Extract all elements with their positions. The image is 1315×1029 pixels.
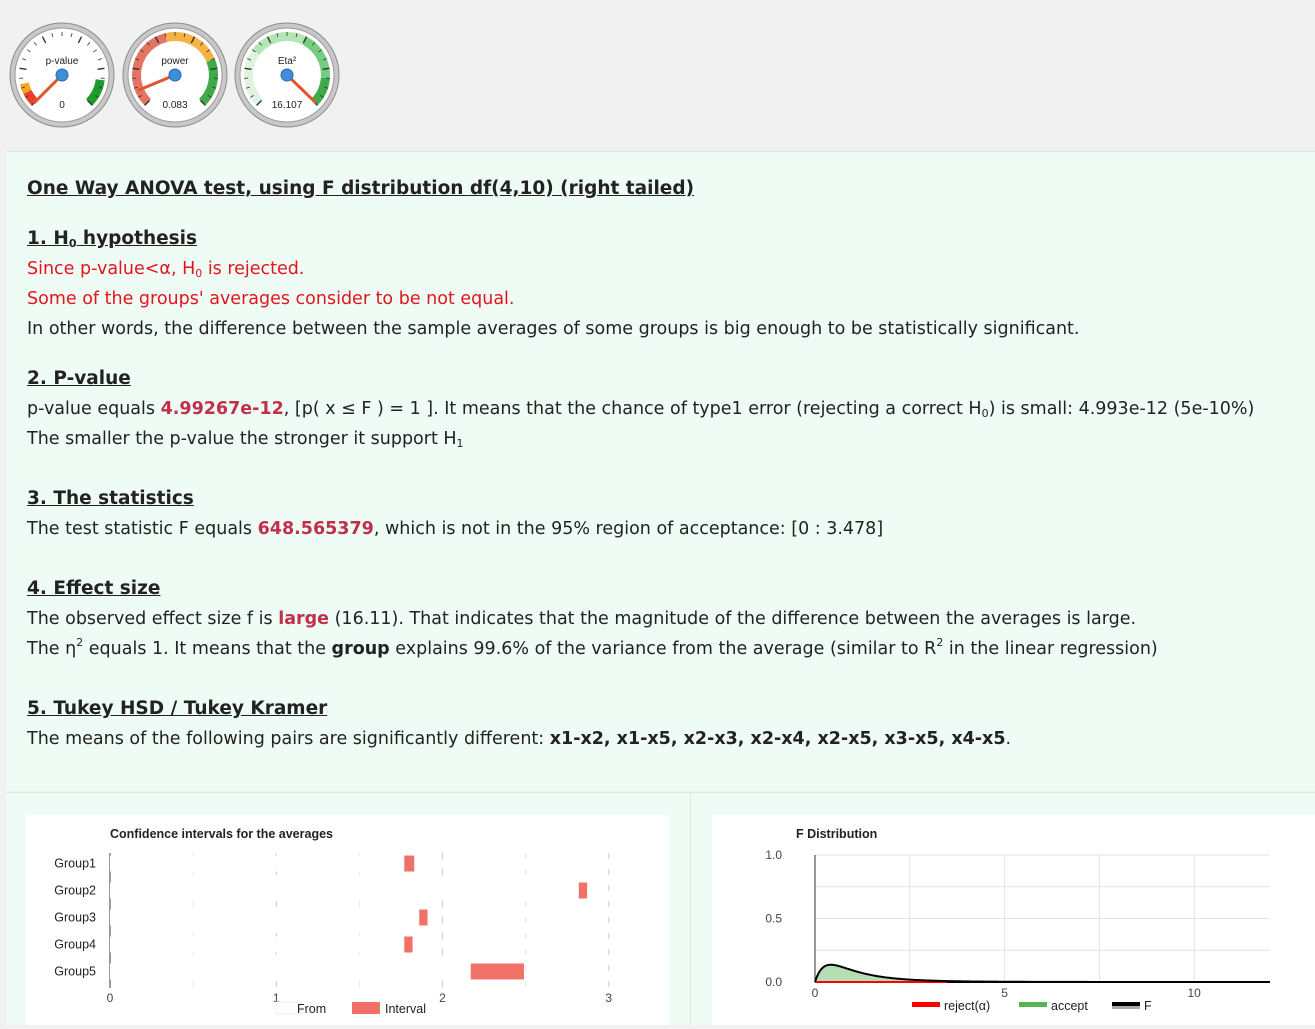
f-distribution-chart: F Distribution 0.0 0.5 1.0 0 5 10 reject(α) acce… xyxy=(712,815,1315,1025)
gauge-label: power xyxy=(161,56,189,67)
f-ytick-label: 0.0 xyxy=(765,975,782,989)
section-pvalue-heading: 2. P-value xyxy=(27,364,131,394)
ci-from-bar xyxy=(110,964,471,980)
f-xtick-label: 10 xyxy=(1187,986,1201,1000)
ci-category-label: Group2 xyxy=(54,884,96,898)
hypothesis-explanation: In other words, the difference between t… xyxy=(27,314,1079,344)
f-ytick-label: 1.0 xyxy=(765,848,782,862)
gauge-label: Eta² xyxy=(278,56,297,67)
f-xtick-label: 5 xyxy=(1001,986,1008,1000)
f-ytick-label: 0.5 xyxy=(765,912,782,926)
gauge-value: 0.083 xyxy=(162,100,187,111)
ci-legend-interval-swatch xyxy=(352,1002,380,1014)
gauge-hub xyxy=(56,69,68,81)
f-legend-swatch-shade xyxy=(1112,1006,1140,1009)
ci-interval-bar xyxy=(404,856,414,872)
section-statistics-heading: 3. The statistics xyxy=(27,484,194,514)
ci-interval-bar xyxy=(419,910,427,926)
ci-from-bar xyxy=(110,883,579,899)
gauge-value: 0 xyxy=(59,100,65,111)
f-chart-box: F Distribution 0.0 0.5 1.0 0 5 10 reject(α) acce… xyxy=(712,815,1315,1025)
f-legend-label: accept xyxy=(1051,999,1088,1013)
ci-interval-bar xyxy=(404,937,412,953)
report-title: One Way ANOVA test, using F distribution… xyxy=(27,174,694,204)
f-legend-label: reject(α) xyxy=(944,999,990,1013)
hypothesis-conclusion: Some of the groups' averages consider to… xyxy=(27,284,514,314)
ci-xtick-label: 0 xyxy=(107,991,114,1005)
f-xtick-label: 0 xyxy=(812,986,819,1000)
tukey-line: The means of the following pairs are sig… xyxy=(27,724,1011,754)
section-hypothesis-heading: 1. H0 hypothesis xyxy=(27,224,197,254)
f-legend-label: F xyxy=(1144,999,1152,1013)
section-effect-heading: 4. Effect size xyxy=(27,574,160,604)
gauge-value: 16.107 xyxy=(272,100,303,111)
ci-from-bar xyxy=(110,910,419,926)
effect-line: The observed effect size f is large (16.… xyxy=(27,604,1136,634)
f-chart-title: F Distribution xyxy=(796,827,877,841)
gauge-label: p-value xyxy=(46,56,79,67)
f-legend-swatch xyxy=(1019,1002,1047,1007)
ci-from-bar xyxy=(110,856,404,872)
ci-legend-from: From xyxy=(297,1002,326,1016)
ci-xtick-label: 3 xyxy=(605,991,612,1005)
ci-category-label: Group4 xyxy=(54,938,96,952)
pvalue-note: The smaller the p-value the stronger it … xyxy=(27,424,464,454)
ci-xtick-label: 2 xyxy=(439,991,446,1005)
gauges-row: p-value 0 power 0.083 Eta² 16.107 xyxy=(0,0,1315,150)
ci-legend-interval: Interval xyxy=(385,1002,426,1016)
hypothesis-result: Since p-value<α, H0 is rejected. xyxy=(27,254,304,284)
ci-from-bar xyxy=(110,937,404,953)
f-legend-swatch xyxy=(912,1002,940,1007)
ci-chart-title: Confidence intervals for the averages xyxy=(110,827,333,841)
ci-category-label: Group1 xyxy=(54,857,96,871)
ci-category-label: Group5 xyxy=(54,965,96,979)
pvalue-line: p-value equals 4.99267e-12, [p( x ≤ F ) … xyxy=(27,394,1254,424)
ci-interval-bar xyxy=(579,883,587,899)
ci-interval-bar xyxy=(471,964,524,980)
f-accept-area xyxy=(815,965,947,982)
eta-line: The η2 equals 1. It means that the group… xyxy=(27,634,1158,664)
statistics-line: The test statistic F equals 648.565379, … xyxy=(27,514,883,544)
report-panel: One Way ANOVA test, using F distribution… xyxy=(6,151,1315,791)
gauge-hub xyxy=(281,69,293,81)
gauge-hub xyxy=(169,69,181,81)
ci-category-label: Group3 xyxy=(54,911,96,925)
section-tukey-heading: 5. Tukey HSD / Tukey Kramer xyxy=(27,694,327,724)
